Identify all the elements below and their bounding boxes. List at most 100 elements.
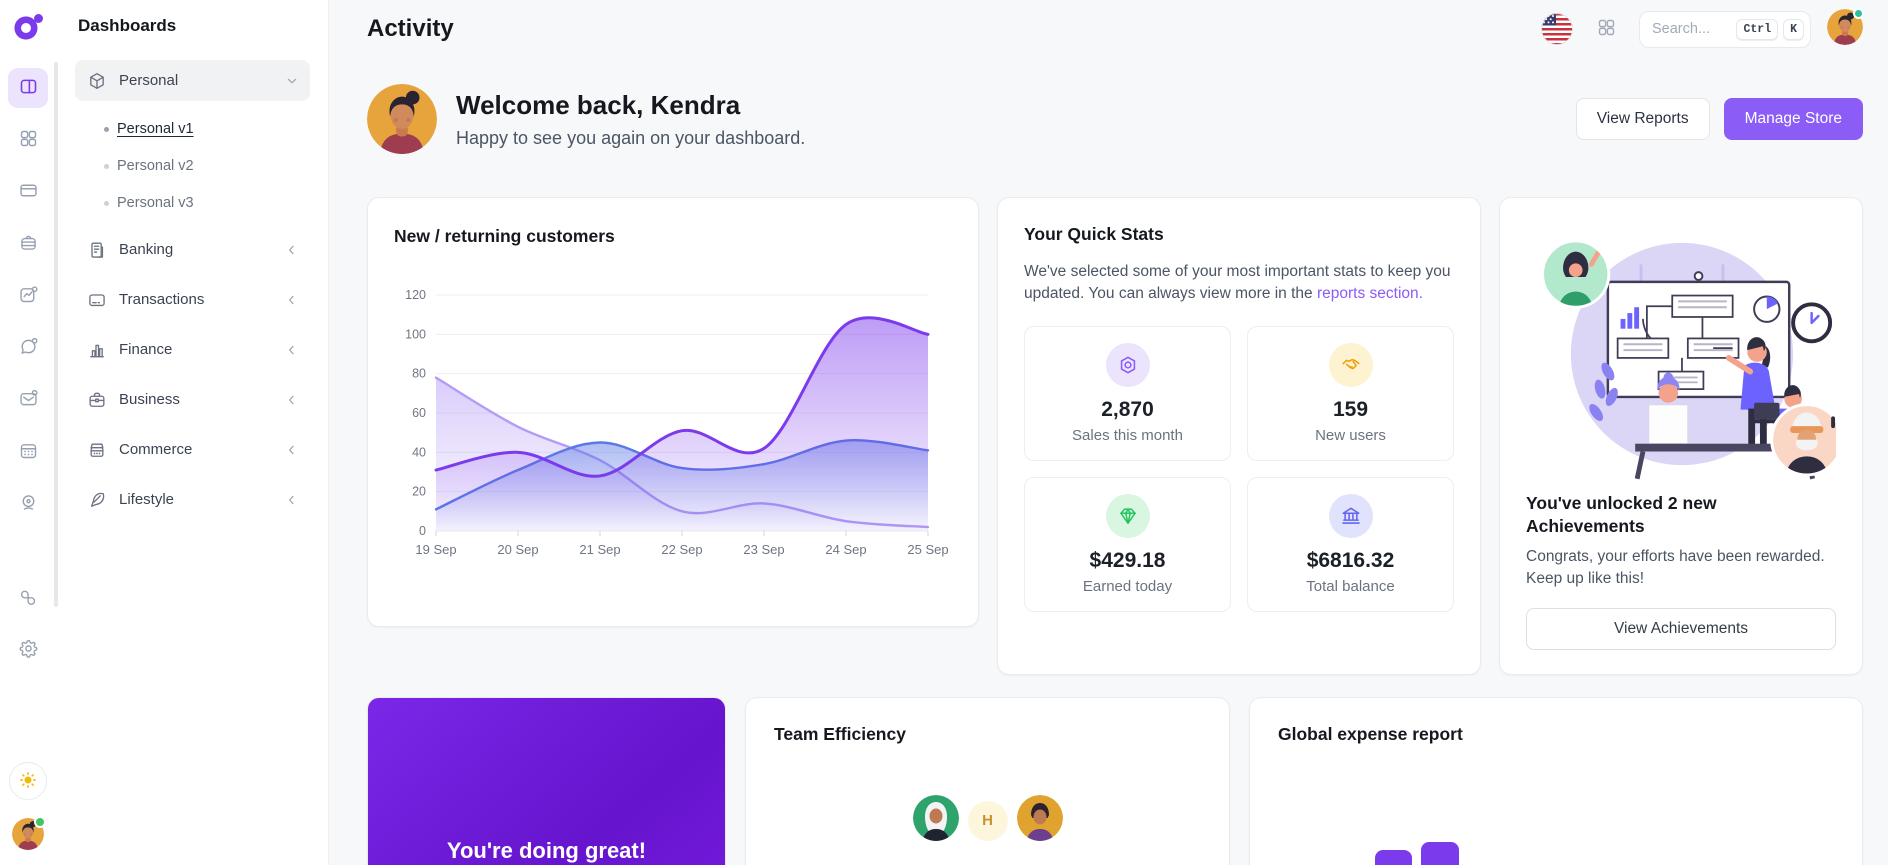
kbd-k: K: [1783, 18, 1804, 40]
manage-store-button[interactable]: Manage Store: [1723, 98, 1863, 140]
svg-text:25 Sep: 25 Sep: [907, 542, 948, 557]
sidebar-item-label: Lifestyle: [119, 491, 175, 508]
chart-badge-icon: [18, 284, 39, 308]
team-member-avatar-yellow-man[interactable]: [1017, 795, 1063, 846]
gem-icon: [1105, 493, 1150, 538]
cards-row-2: You're doing great! Team Efficiency H Gl…: [367, 697, 1863, 865]
chevron-left-icon: [284, 492, 300, 508]
sidebar-subitem-personal-v3[interactable]: Personal v3: [75, 186, 310, 220]
quick-stats-description: We've selected some of your most importa…: [1024, 261, 1454, 306]
bullet-icon: [104, 200, 109, 206]
cards-row-1: New / returning customers 0 20 40 60 80 100 12…: [367, 197, 1863, 675]
rail-item-account[interactable]: [8, 484, 48, 524]
search-input[interactable]: [1652, 21, 1732, 37]
rail-item-calendar[interactable]: [8, 432, 48, 472]
welcome-actions: View Reports Manage Store: [1575, 98, 1863, 140]
panels-icon: [18, 76, 39, 100]
sidebar-subitem-personal-v1[interactable]: Personal v1: [75, 112, 310, 146]
sidebar-item-label: Personal: [119, 72, 179, 89]
store-icon: [87, 440, 107, 460]
rail-item-dashboards[interactable]: [8, 68, 48, 108]
stat-value: $6816.32: [1306, 548, 1395, 572]
chat-badge-icon: [18, 336, 39, 360]
hexagon-icon: [1105, 342, 1150, 387]
brand-logo-icon[interactable]: [11, 12, 45, 46]
svg-text:80: 80: [412, 367, 426, 381]
sidebar-item-business[interactable]: Business: [75, 379, 310, 420]
sidebar-item-label: Finance: [119, 341, 173, 358]
achievements-card: You've unlocked 2 new Achievements Congr…: [1499, 197, 1863, 675]
chevron-left-icon: [284, 392, 300, 408]
sidebar-subitem-personal-v2[interactable]: Personal v2: [75, 149, 310, 183]
rail-item-analytics[interactable]: [8, 276, 48, 316]
global-expense-title: Global expense report: [1278, 724, 1463, 744]
sidebar-scrollbar[interactable]: [54, 62, 58, 607]
stat-tiles: 2,870 Sales this month 159 New users $429.18…: [1024, 325, 1454, 612]
apps-grid-button[interactable]: [1589, 12, 1623, 46]
sidebar-item-transactions[interactable]: Transactions: [75, 279, 310, 320]
customers-area-chart: 0 20 40 60 80 100 120 19 Sep 20 Sep 21 Sep 22 Sep 2…: [394, 281, 952, 594]
page-title: Activity: [367, 15, 454, 42]
sidebar-item-label: Banking: [119, 241, 174, 258]
team-member-avatar-green-woman[interactable]: [913, 795, 959, 846]
rail-item-apps[interactable]: [8, 120, 48, 160]
topbar-right: Ctrl K: [1541, 7, 1864, 50]
rail-item-messages[interactable]: [8, 328, 48, 368]
stat-tile-sales-this-month: 2,870 Sales this month: [1024, 325, 1231, 461]
stat-label: Sales this month: [1072, 426, 1183, 444]
welcome-text: Welcome back, Kendra Happy to see you ag…: [456, 90, 1576, 149]
sidebar-item-finance[interactable]: Finance: [75, 329, 310, 370]
sun-icon: [18, 770, 38, 793]
stat-label: Total balance: [1306, 577, 1395, 595]
stat-value: 159: [1332, 397, 1369, 421]
svg-text:40: 40: [412, 445, 426, 459]
view-reports-button[interactable]: View Reports: [1575, 98, 1710, 140]
kbd-ctrl: Ctrl: [1736, 18, 1779, 40]
sidebar-item-label: Business: [119, 391, 180, 408]
motivation-message: You're doing great!: [446, 838, 647, 863]
webcam-icon: [18, 492, 39, 516]
reports-section-link[interactable]: reports section.: [1316, 285, 1423, 303]
online-status-dot: [1853, 7, 1864, 19]
online-status-dot: [34, 816, 46, 828]
sidebar-item-label: Transactions: [119, 291, 205, 308]
main-content: Activity Ctrl K Welcome ba: [329, 0, 1888, 865]
sidebar-item-banking[interactable]: Banking: [75, 229, 310, 270]
grid-icon: [18, 128, 39, 152]
rail-item-appearance[interactable]: [8, 578, 48, 618]
language-flag-button[interactable]: [1541, 13, 1573, 45]
quick-stats-card: Your Quick Stats We've selected some of …: [997, 197, 1481, 675]
rail-item-settings[interactable]: [8, 630, 48, 670]
chevron-left-icon: [284, 342, 300, 358]
rail-item-pages[interactable]: [8, 172, 48, 212]
stat-tile-total-balance: $6816.32 Total balance: [1247, 476, 1454, 612]
window-icon: [18, 180, 39, 204]
sidebar-item-commerce[interactable]: Commerce: [75, 429, 310, 470]
rail-bottom: [0, 762, 56, 855]
rail-item-products[interactable]: [8, 224, 48, 264]
sidebar-item-personal[interactable]: Personal: [75, 60, 310, 101]
team-efficiency-title: Team Efficiency: [774, 724, 906, 744]
view-achievements-button[interactable]: View Achievements: [1526, 608, 1836, 651]
gear-icon: [18, 638, 39, 662]
svg-text:19 Sep: 19 Sep: [415, 542, 456, 557]
header-user-avatar[interactable]: [1827, 7, 1864, 50]
stat-value: 2,870: [1101, 397, 1154, 421]
sidebar-item-lifestyle[interactable]: Lifestyle: [75, 479, 310, 520]
rail-user-avatar[interactable]: [12, 816, 46, 855]
team-member-initial-avatar[interactable]: H: [967, 800, 1008, 841]
rail-settings-group: [8, 578, 48, 682]
rail-item-inbox[interactable]: [8, 380, 48, 420]
stat-value: $429.18: [1089, 548, 1166, 572]
chevron-left-icon: [284, 292, 300, 308]
svg-text:20 Sep: 20 Sep: [497, 542, 538, 557]
global-expense-card: Global expense report: [1249, 697, 1863, 865]
chart-card-title: New / returning customers: [394, 226, 615, 246]
svg-text:100: 100: [405, 327, 426, 341]
svg-text:22 Sep: 22 Sep: [661, 542, 702, 557]
sidebar: Dashboards Personal Personal v1 Personal v…: [56, 0, 329, 865]
sidebar-title: Dashboards: [78, 16, 177, 35]
theme-toggle-button[interactable]: [9, 762, 47, 800]
rail-main-group: [8, 68, 48, 536]
